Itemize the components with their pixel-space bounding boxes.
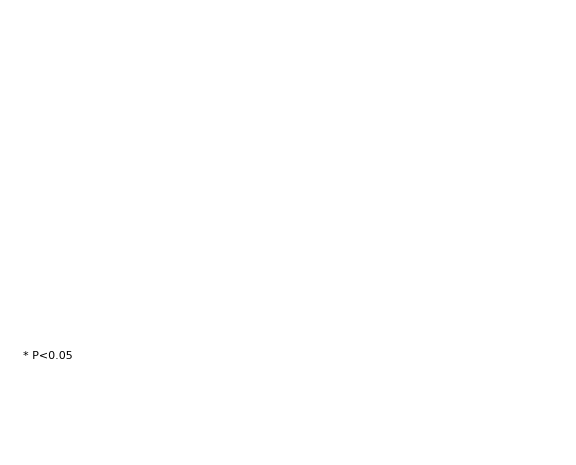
Text: 30.8%: 30.8% (448, 244, 484, 254)
Text: Ultrasound and Scintigraphy scan results in children
with and without reflux.: Ultrasound and Scintigraphy scan results… (81, 393, 412, 421)
Text: 97%: 97% (139, 98, 165, 108)
Text: 80%: 80% (488, 135, 513, 146)
Bar (483, 149, 518, 326)
Text: 43.7%: 43.7% (233, 216, 270, 226)
Text: 70.9%: 70.9% (348, 156, 384, 166)
Legend: Without reflux, With reflux: Without reflux, With reflux (195, 346, 410, 365)
Text: 90.9%: 90.9% (383, 112, 419, 121)
Bar (349, 169, 384, 326)
Y-axis label: %: % (36, 201, 47, 211)
Text: * P<0.05: * P<0.05 (23, 351, 73, 361)
Text: *: * (444, 198, 452, 213)
Bar (135, 111, 169, 326)
Text: 98.1%: 98.1% (99, 95, 135, 106)
Text: Figure 5:: Figure 5: (17, 393, 81, 406)
Bar (384, 125, 419, 326)
Bar (234, 229, 269, 326)
Text: *: * (340, 125, 348, 140)
Text: 40.4%: 40.4% (199, 223, 235, 233)
Bar (448, 258, 483, 326)
Bar (100, 109, 135, 326)
Bar (199, 236, 234, 326)
